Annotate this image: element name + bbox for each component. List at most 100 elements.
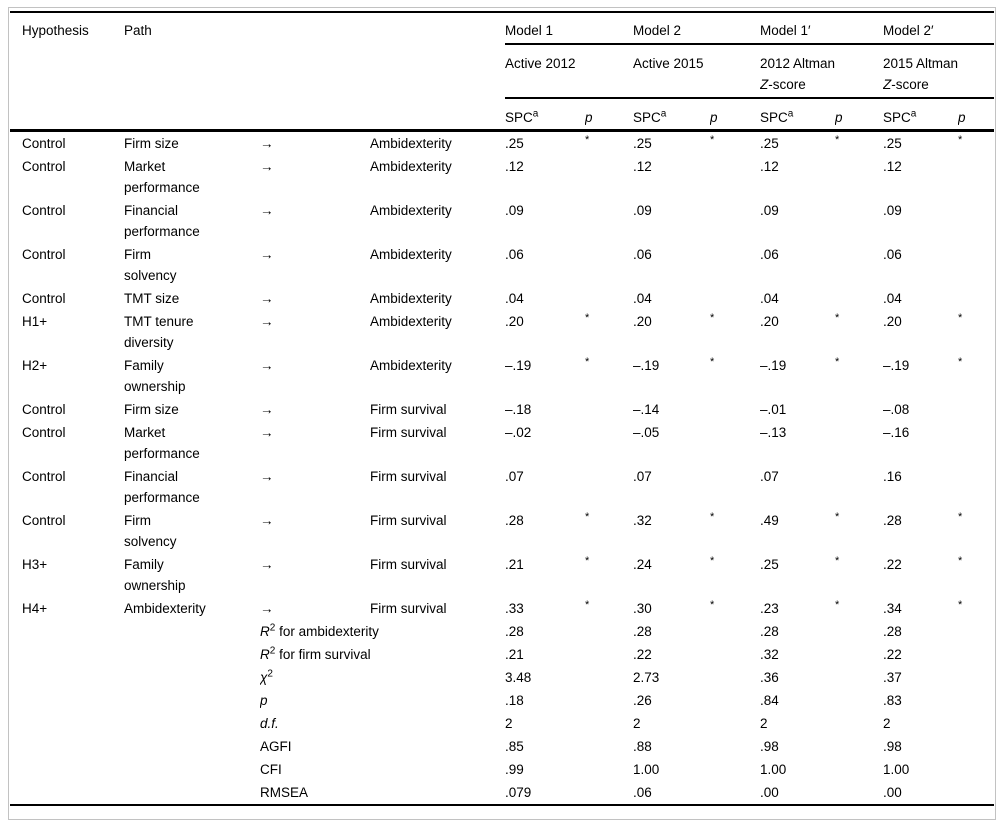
empty-cell	[10, 620, 124, 643]
spc-value-cell: .09	[633, 203, 652, 218]
spc-value-cell: –.13	[760, 425, 787, 440]
stat-label-cell: R2 for firm survival	[260, 643, 505, 666]
stat-value-cell: .84	[760, 693, 779, 708]
p-value-cell: *	[585, 354, 633, 398]
p-value-cell	[585, 199, 633, 243]
spc-value-cell: .04	[883, 291, 902, 306]
header-model-subtitle-1: Active 2012	[505, 44, 633, 99]
spc-value-cell: .20	[633, 314, 652, 329]
spc-value-cell: .06	[505, 247, 524, 262]
significance-star: *	[585, 356, 590, 368]
p-value-cell: *	[835, 509, 883, 553]
spc-value-cell: .12	[760, 159, 779, 174]
table-row: Control Firm solvency → Ambidexterity .06 .06…	[10, 243, 994, 287]
empty-cell	[10, 712, 124, 735]
path-variable-cell: Financial performance	[124, 203, 200, 239]
results-table: Hypothesis Path Model 1 Model 2 Model 1′ Mode…	[10, 11, 994, 806]
stat-label-cell: AGFI	[260, 735, 505, 758]
header-spc-4: SPCa	[883, 98, 958, 132]
stat-value-cell: .06	[633, 785, 652, 800]
empty-cell	[10, 781, 124, 805]
arrow-right-icon: →	[260, 314, 274, 329]
hypothesis-cell: H4+	[22, 601, 48, 616]
arrow-right-icon: →	[260, 469, 274, 484]
spc-value-cell: .09	[883, 203, 902, 218]
stat-label-cell: R2 for ambidexterity	[260, 620, 505, 643]
spc-value-cell: .49	[760, 513, 779, 528]
target-cell: Firm survival	[370, 601, 447, 616]
target-cell: Firm survival	[370, 425, 447, 440]
target-cell: Firm survival	[370, 402, 447, 417]
spc-value-cell: .32	[633, 513, 652, 528]
empty-p-cell	[710, 620, 760, 643]
hypothesis-cell: Control	[22, 291, 66, 306]
stat-value-cell: .83	[883, 693, 902, 708]
p-value-cell	[710, 287, 760, 310]
p-value-cell: *	[835, 553, 883, 597]
table-row: Control Market performance → Ambidexterity.…	[10, 155, 994, 199]
arrow-right-icon: →	[260, 203, 274, 218]
table-row: H1+ TMT tenure diversity → Ambidexterity .20…	[10, 310, 994, 354]
hypothesis-cell: Control	[22, 402, 66, 417]
spc-value-cell: .06	[883, 247, 902, 262]
stat-label-text: for firm survival	[275, 647, 371, 662]
empty-p-cell	[585, 643, 633, 666]
spc-superscript: a	[910, 108, 917, 120]
hypothesis-cell: Control	[22, 469, 66, 484]
p-value-cell: *	[585, 553, 633, 597]
spc-value-cell: –.19	[505, 358, 532, 373]
stat-row: CFI .99 1.00 1.00 1.00	[10, 758, 994, 781]
significance-star: *	[835, 511, 840, 523]
stat-value-cell: 1.00	[883, 762, 910, 777]
p-value-cell	[835, 465, 883, 509]
header-model-4: Model 2′	[883, 12, 994, 45]
empty-cell	[124, 758, 260, 781]
spc-value-cell: .34	[883, 601, 902, 616]
target-cell: Ambidexterity	[370, 247, 452, 262]
p-value-cell	[585, 465, 633, 509]
arrow-right-icon: →	[260, 601, 274, 616]
spc-value-cell: .24	[633, 557, 652, 572]
significance-star: *	[710, 134, 715, 146]
p-value-cell: *	[958, 131, 994, 156]
significance-star: *	[585, 134, 590, 146]
stat-value-cell: .22	[633, 647, 652, 662]
p-value-cell	[835, 155, 883, 199]
significance-star: *	[710, 356, 715, 368]
stat-value-cell: .37	[883, 670, 902, 685]
spc-value-cell: .20	[505, 314, 524, 329]
p-value-cell	[835, 398, 883, 421]
empty-p-cell	[710, 666, 760, 689]
p-value-cell: *	[958, 509, 994, 553]
arrow-right-icon: →	[260, 159, 274, 174]
spc-value-cell: –.05	[633, 425, 660, 440]
stat-value-cell: .18	[505, 693, 524, 708]
significance-star: *	[835, 312, 840, 324]
stat-value-cell: 2.73	[633, 670, 660, 685]
spc-value-cell: –.14	[633, 402, 660, 417]
arrow-right-icon: →	[260, 136, 274, 151]
stat-label-text: RMSEA	[260, 785, 309, 800]
stat-value-cell: .21	[505, 647, 524, 662]
significance-star: *	[958, 599, 963, 611]
stat-value-cell: .00	[883, 785, 902, 800]
p-value-cell	[835, 287, 883, 310]
subtitle-text: Active 2012	[505, 56, 576, 71]
empty-p-cell	[835, 735, 883, 758]
path-variable-cell: TMT size	[124, 291, 180, 306]
stat-label-italic: p	[260, 693, 268, 708]
p-value-cell: *	[585, 597, 633, 620]
stat-value-cell: 1.00	[633, 762, 660, 777]
spc-value-cell: .20	[883, 314, 902, 329]
spc-value-cell: .25	[505, 136, 524, 151]
table-row: Control Financial performance → Ambidexteri…	[10, 199, 994, 243]
p-value-cell	[958, 155, 994, 199]
stat-label-superscript: 2	[269, 645, 276, 657]
header-p-2: p	[710, 98, 760, 132]
empty-p-cell	[835, 666, 883, 689]
stat-label-text: AGFI	[260, 739, 292, 754]
empty-p-cell	[835, 712, 883, 735]
p-value-cell: *	[835, 131, 883, 156]
p-value-cell: *	[585, 310, 633, 354]
stat-value-cell: 3.48	[505, 670, 532, 685]
